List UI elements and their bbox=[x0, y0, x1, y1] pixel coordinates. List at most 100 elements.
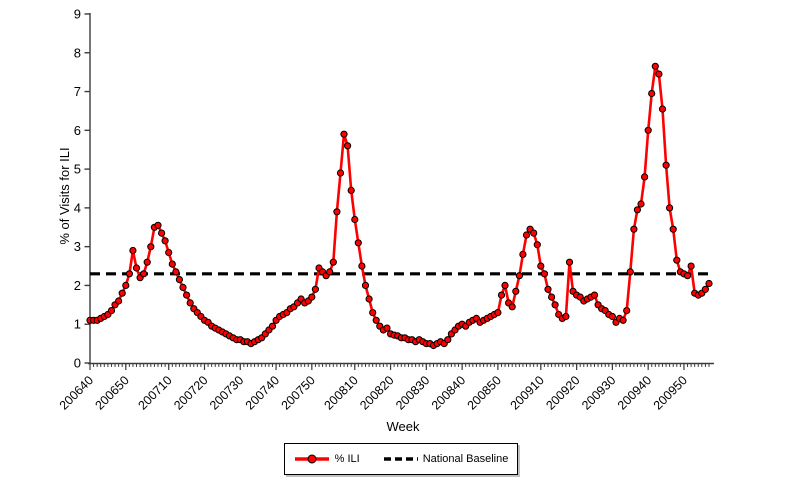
y-tick-label: 4 bbox=[74, 200, 81, 215]
ili-data-point bbox=[626, 268, 634, 276]
ili-data-point bbox=[336, 169, 345, 177]
ili-data-point bbox=[562, 312, 570, 321]
ili-data-point bbox=[340, 130, 348, 138]
y-tick-label: 2 bbox=[74, 278, 81, 293]
ili-data-point bbox=[623, 307, 631, 315]
ili-data-point bbox=[268, 322, 277, 330]
ili-data-point bbox=[515, 272, 524, 280]
x-tick-label: 200740 bbox=[243, 373, 282, 412]
ili-data-point bbox=[658, 105, 667, 113]
ili-data-point bbox=[551, 301, 559, 309]
ili-data-point bbox=[118, 289, 126, 297]
ili-data-point bbox=[354, 239, 362, 247]
ili-data-point bbox=[365, 295, 373, 303]
ili-data-point bbox=[501, 281, 509, 289]
ili-data-point bbox=[186, 299, 194, 307]
ili-data-point bbox=[701, 285, 710, 293]
ili-data-point bbox=[168, 260, 176, 268]
ili-data-point bbox=[673, 256, 681, 264]
x-tick-label: 200750 bbox=[279, 373, 318, 412]
ili-data-point bbox=[179, 283, 187, 291]
ili-data-point bbox=[548, 293, 556, 301]
ili-data-point bbox=[183, 291, 191, 299]
ili-data-point bbox=[161, 237, 169, 245]
ili-data-point bbox=[641, 173, 649, 181]
x-tick-label: 200640 bbox=[57, 373, 96, 412]
ili-data-point bbox=[705, 279, 713, 288]
ili-data-point bbox=[444, 336, 452, 344]
ili-data-point bbox=[522, 231, 531, 239]
y-tick-label: 7 bbox=[74, 84, 81, 99]
ili-data-point bbox=[125, 270, 133, 278]
y-tick-label: 3 bbox=[74, 239, 81, 254]
x-tick-label: 200920 bbox=[543, 373, 582, 412]
x-tick-label: 200710 bbox=[135, 373, 174, 412]
baseline-line-sample-icon bbox=[383, 455, 418, 463]
ili-data-point bbox=[165, 248, 173, 257]
ili-data-point bbox=[590, 291, 599, 299]
ili-data-point bbox=[132, 264, 141, 272]
ili-data-point bbox=[608, 312, 617, 321]
ili-data-point bbox=[565, 258, 574, 266]
ili-data-point bbox=[369, 309, 377, 317]
ili-line-sample-icon bbox=[294, 454, 330, 464]
y-tick-label: 1 bbox=[74, 317, 81, 332]
y-tick-label: 9 bbox=[74, 6, 81, 21]
legend-label-ili: % ILI bbox=[334, 453, 360, 465]
ili-data-point bbox=[533, 241, 541, 249]
y-axis-title: % of Visits for ILI bbox=[57, 147, 72, 245]
ili-data-point bbox=[648, 89, 656, 98]
ili-data-point bbox=[122, 281, 130, 289]
y-tick-label: 5 bbox=[74, 162, 81, 177]
ili-data-point bbox=[512, 287, 520, 295]
ili-data-point bbox=[129, 246, 137, 255]
legend-label-baseline: National Baseline bbox=[422, 453, 509, 465]
ili-data-point bbox=[372, 316, 380, 324]
x-tick-label: 200930 bbox=[579, 373, 618, 412]
ili-data-point bbox=[172, 268, 180, 276]
ili-line bbox=[88, 65, 711, 347]
ili-data-point bbox=[333, 208, 341, 216]
ili-data-point bbox=[651, 62, 659, 70]
ili-data-point bbox=[383, 324, 391, 332]
x-tick-label: 200650 bbox=[93, 373, 132, 412]
x-tick-label: 200850 bbox=[465, 373, 504, 412]
ili-data-point bbox=[361, 281, 370, 289]
ili-data-point bbox=[311, 285, 319, 293]
ili-data-point bbox=[687, 262, 695, 270]
x-tick-label: 200810 bbox=[321, 373, 360, 412]
ili-data-point bbox=[655, 70, 663, 78]
x-tick-label: 200910 bbox=[508, 373, 547, 412]
ili-data-point bbox=[497, 291, 506, 299]
x-tick-label: 200940 bbox=[615, 373, 654, 412]
ili-data-point bbox=[683, 272, 692, 280]
ili-data-point bbox=[115, 297, 123, 305]
y-tick-label: 6 bbox=[74, 123, 81, 138]
ili-data-point bbox=[530, 229, 538, 237]
ili-data-point bbox=[329, 258, 337, 266]
ili-data-point bbox=[140, 270, 148, 278]
ili-data-point bbox=[347, 186, 355, 194]
x-tick-label: 200950 bbox=[651, 373, 690, 412]
ili-data-point bbox=[358, 262, 366, 270]
y-tick-label: 0 bbox=[74, 356, 81, 371]
ili-data-point bbox=[644, 126, 652, 134]
ili-data-point bbox=[175, 276, 183, 284]
ili-data-point bbox=[326, 268, 334, 276]
x-tick-label: 200730 bbox=[207, 373, 246, 412]
ili-data-point bbox=[540, 270, 549, 278]
ili-data-point bbox=[158, 229, 166, 237]
ili-data-point bbox=[519, 250, 527, 258]
ili-data-point bbox=[508, 303, 516, 311]
x-tick-label: 200820 bbox=[357, 373, 396, 412]
ili-data-point bbox=[308, 293, 316, 301]
ili-data-point bbox=[669, 225, 677, 233]
ili-data-point bbox=[544, 285, 552, 293]
ili-data-point bbox=[143, 258, 151, 266]
legend: % ILI National Baseline bbox=[284, 443, 518, 475]
ili-data-point bbox=[633, 206, 642, 214]
ili-data-point bbox=[666, 204, 674, 212]
y-tick-label: 8 bbox=[74, 45, 81, 60]
